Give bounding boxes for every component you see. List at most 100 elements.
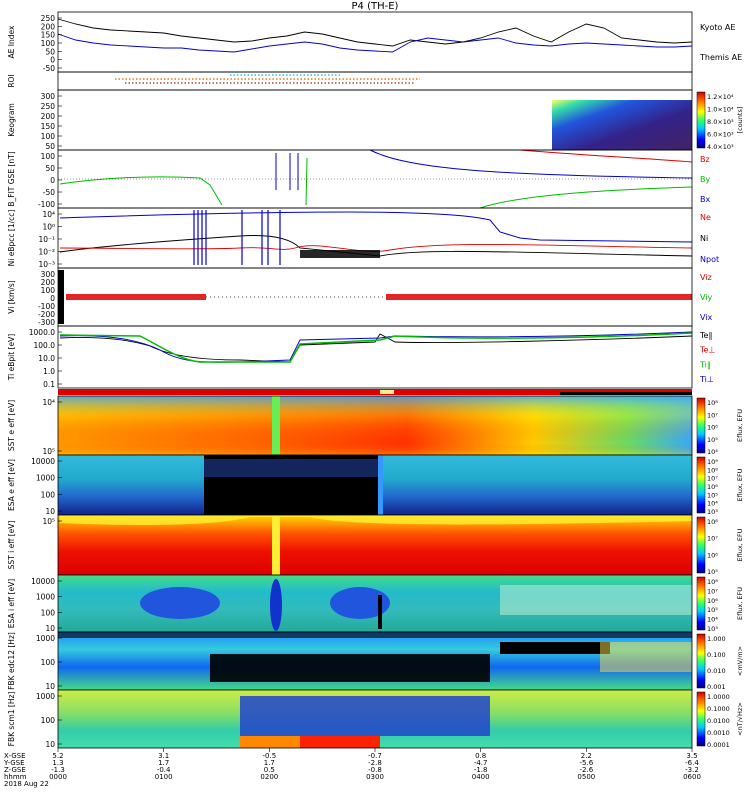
roi-frame xyxy=(57,71,693,91)
esa_i-ytick: 100 xyxy=(41,608,56,617)
ti-legend-0: Te∥ xyxy=(699,331,712,340)
xaxis-tick-x: -0.5 xyxy=(262,752,276,760)
ti-frame xyxy=(57,325,693,389)
bfit-bz xyxy=(519,149,693,163)
esa_e-colorbar xyxy=(696,456,706,514)
fbk_e-dark xyxy=(210,654,490,682)
xaxis-tick-y: 1.3 xyxy=(52,759,63,767)
fbk_b-ytick: 10 xyxy=(45,740,55,749)
sst_i-cb-tick: 10⁷ xyxy=(707,535,718,543)
xaxis-tick-z: -1.8 xyxy=(474,766,488,774)
keogram-colorbar xyxy=(696,91,706,149)
esa_i-cb-tick: 10⁶ xyxy=(707,597,718,605)
bfit-legend-0: Bz xyxy=(700,155,710,164)
ni-npot xyxy=(59,211,693,243)
xaxis-tick-y: -2.8 xyxy=(368,759,382,767)
esa_e-cb-tick: 10⁷ xyxy=(707,475,718,483)
xaxis-tick-z: -2.6 xyxy=(579,766,593,774)
fbk_b-ytick: 1000 xyxy=(36,692,55,701)
xaxis-tick-t: 0200 xyxy=(260,773,278,781)
fbk_e-cb-tick: 0.001 xyxy=(707,683,726,691)
keogram-cb-tick: 8.0×10³ xyxy=(707,118,734,126)
ni-ytick: 10⁻³ xyxy=(38,260,55,269)
fbk_e-ylabel: FBK edc12 [Hz] xyxy=(7,632,16,690)
xaxis-tick-t: 0400 xyxy=(472,773,490,781)
sst_i-ylabel: SST i eff [eV] xyxy=(7,521,16,570)
esa_e-line xyxy=(378,455,383,515)
bfit-ylabel: B_FIT GSE [nT] xyxy=(7,151,16,206)
ae-ytick: 100 xyxy=(41,39,56,48)
sst_e-overlay xyxy=(58,396,692,455)
vi-ytick: -300 xyxy=(38,318,55,327)
xaxis-row-label-1: Y-GSE xyxy=(3,759,25,767)
sst_e-colorbar xyxy=(696,397,706,454)
vi-ytick: 200 xyxy=(41,278,56,287)
bfit-ytick: 100 xyxy=(41,152,56,161)
ti-ytick: 100.0 xyxy=(34,341,56,350)
esa_i-blob-2 xyxy=(330,587,390,619)
xaxis-row-label-0: X-GSE xyxy=(4,752,26,760)
keogram-cb-tick: 6.0×10³ xyxy=(707,131,734,139)
fbk_e-ytick: 1000 xyxy=(36,634,55,643)
esa_e-cb-label: Eflux, EFU xyxy=(736,468,744,501)
bfit-ytick: 50 xyxy=(45,164,55,173)
fbk_b-red xyxy=(300,736,380,748)
keogram-ytick: 100 xyxy=(41,132,56,141)
esa_e-ytick: 100 xyxy=(41,490,56,499)
sst_i-stripe xyxy=(272,515,280,575)
keogram-ytick: 300 xyxy=(41,92,56,101)
keogram-ylabel: Keogram xyxy=(7,103,16,137)
ni-ytick: 10⁴ xyxy=(42,210,55,219)
bfit-legend-2: Bx xyxy=(700,195,710,204)
ae-ytick: 50 xyxy=(45,47,55,56)
esa_e-cb-tick: 10⁹ xyxy=(707,458,718,466)
ae-frame xyxy=(57,11,693,73)
xaxis-tick-y: -4.7 xyxy=(474,759,488,767)
xaxis-tick-x: 0.8 xyxy=(475,752,486,760)
esa_e-cb-tick: 10⁴ xyxy=(707,500,718,508)
bfit-bx xyxy=(369,149,693,179)
mode-bar-1 xyxy=(58,389,378,395)
xaxis-tick-x: -0.7 xyxy=(368,752,382,760)
ni-legend-1: Ni xyxy=(700,234,708,243)
ni-ytick: 10⁻² xyxy=(38,248,55,257)
ti-legend-3: Ti⊥ xyxy=(699,375,714,384)
ti-ytick: 0.1 xyxy=(43,380,55,389)
xaxis-tick-y: -5.6 xyxy=(579,759,593,767)
ti-ytick: 1.0 xyxy=(43,367,55,376)
esa_i-ytick: 1000 xyxy=(36,593,55,602)
esa_e-cb-tick: 10⁶ xyxy=(707,483,718,491)
ni-ylabel: Ni eBpcc [1/cc] xyxy=(7,210,16,267)
bfit-by-3 xyxy=(479,186,693,209)
xaxis-tick-t: 0000 xyxy=(49,773,67,781)
esa_e-ytick: 10000 xyxy=(31,457,55,466)
esa_i-cb-label: Eflux, EFU xyxy=(736,587,744,620)
ni-ytick: 10⁻¹ xyxy=(38,235,55,244)
esa_i-ylabel: ESA i eff [eV] xyxy=(7,579,16,628)
esa_i-haze xyxy=(500,585,692,615)
xaxis-row-label-2: Z-GSE xyxy=(4,766,26,774)
xaxis-tick-t: 0500 xyxy=(577,773,595,781)
xaxis-tick-y: 1.7 xyxy=(264,759,275,767)
fbk_e-right xyxy=(600,642,692,672)
ae-ytick: 200 xyxy=(41,22,56,31)
esa_e-cb-tick: 10⁸ xyxy=(707,466,718,474)
ae-series-1 xyxy=(57,33,693,53)
ni-ytick: 10⁰ xyxy=(42,223,55,232)
fbk_e-cb-tick: 0.100 xyxy=(707,651,726,659)
sst_e-cb-tick: 10⁴ xyxy=(707,448,718,456)
ae-legend-kyoto: Kyoto AE xyxy=(700,23,735,32)
xaxis-row-label-3: hhmm xyxy=(4,773,27,781)
fbk_e-cb-tick: 1.000 xyxy=(707,635,726,643)
fbk_b-cb-tick: 1.0000 xyxy=(707,693,730,701)
vi-ytick: -100 xyxy=(38,302,55,311)
fbk_b-cb-tick: 0.0100 xyxy=(707,717,730,725)
keogram-cb-tick: 4.0×10³ xyxy=(707,143,734,151)
ni-noise xyxy=(300,250,380,258)
sst_e-cb-tick: 10⁸ xyxy=(707,399,718,407)
keogram-ytick: 250 xyxy=(41,102,56,111)
xaxis-row-label-4: 2018 Aug 22 xyxy=(4,780,49,788)
xaxis-tick-y: 1.7 xyxy=(158,759,169,767)
fbk_e-cb-label: <mV/m> xyxy=(736,646,744,676)
